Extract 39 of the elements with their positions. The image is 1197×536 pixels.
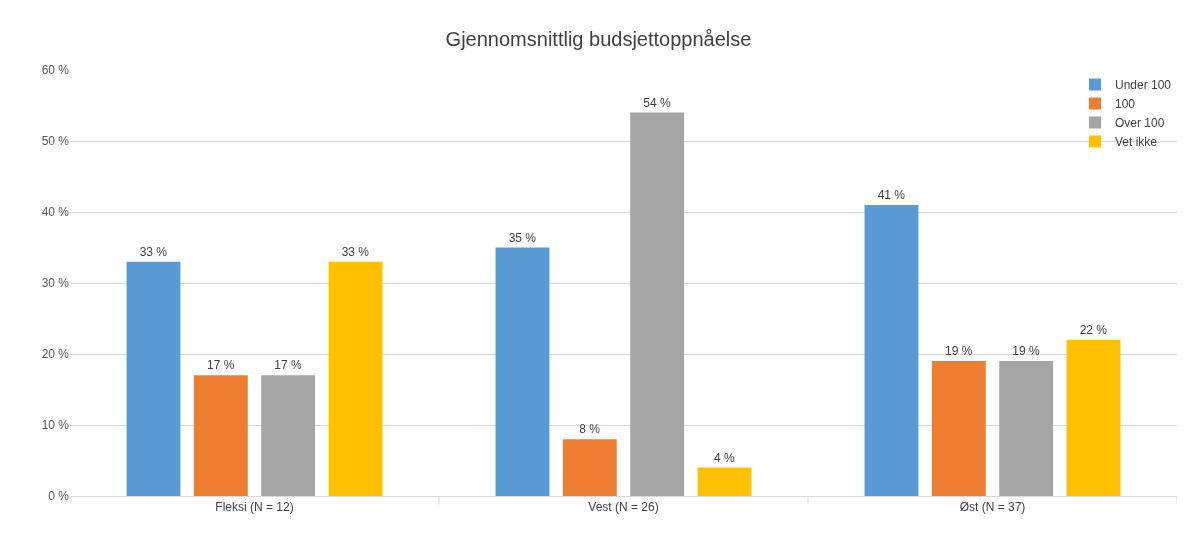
legend-label: Under 100 — [1115, 78, 1172, 93]
data-label: 17 % — [206, 358, 235, 373]
y-tick-label: 30 % — [41, 276, 70, 291]
legend-label: 100 — [1115, 97, 1136, 112]
legend-label: Vet ikke — [1115, 135, 1158, 150]
x-tick-label: Vest (N = 26) — [588, 500, 659, 515]
bar — [999, 361, 1054, 496]
x-tick-label: Fleksi (N = 12) — [215, 500, 294, 515]
chart-title: Gjennomsnittlig budsjettoppnåelse — [445, 28, 752, 51]
y-tick-label: 40 % — [41, 205, 70, 220]
y-tick-label: 0 % — [48, 489, 70, 504]
data-label: 35 % — [508, 230, 537, 245]
bar — [931, 361, 986, 496]
legend-label: Over 100 — [1115, 116, 1165, 131]
data-label: 41 % — [877, 187, 906, 202]
y-tick-label: 60 % — [41, 63, 70, 78]
bar — [1066, 339, 1121, 496]
bar — [697, 467, 752, 496]
data-label: 19 % — [944, 344, 973, 359]
data-label: 22 % — [1079, 322, 1108, 337]
x-tick-label: Øst (N = 37) — [959, 500, 1026, 515]
data-label: 33 % — [139, 244, 168, 259]
bar — [126, 261, 181, 496]
bar — [261, 375, 316, 496]
bar — [630, 112, 685, 496]
data-label: 19 % — [1012, 344, 1041, 359]
data-label: 4 % — [714, 450, 736, 465]
bar — [562, 439, 617, 496]
data-label: 54 % — [643, 95, 672, 110]
bar — [328, 261, 383, 496]
bar — [193, 375, 248, 496]
data-label: 17 % — [274, 358, 303, 373]
y-tick-label: 10 % — [41, 418, 70, 433]
data-label: 8 % — [579, 422, 601, 437]
bar — [495, 247, 550, 496]
y-tick-label: 20 % — [41, 347, 70, 362]
y-tick-label: 50 % — [41, 134, 70, 149]
data-label: 33 % — [341, 244, 370, 259]
bar — [864, 204, 919, 496]
